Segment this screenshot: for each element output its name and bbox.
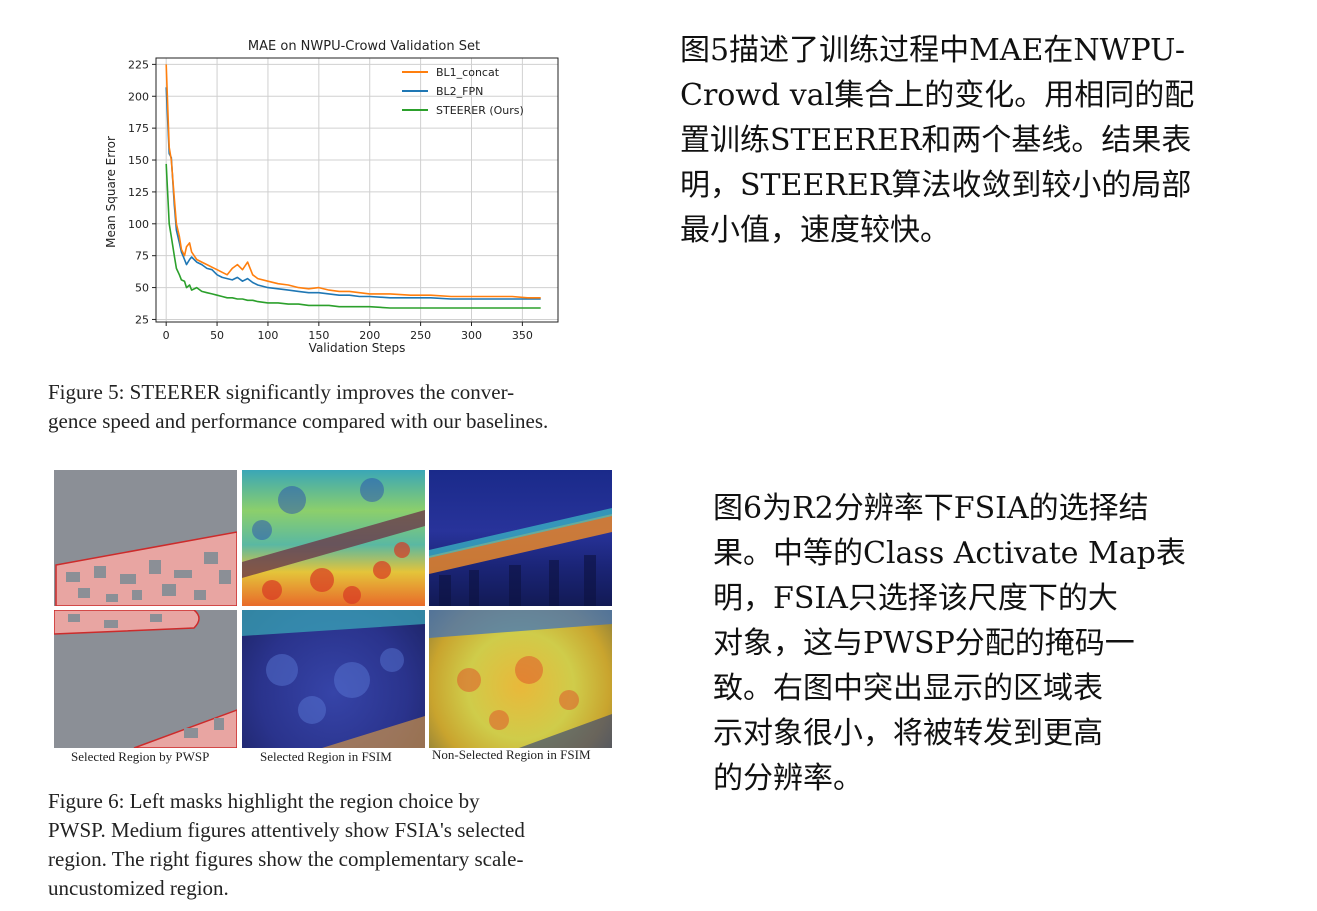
figure-6-caption: Figure 6: Left masks highlight the regio… <box>48 787 618 903</box>
zh-line: 明，FSIA只选择该尺度下的大 <box>713 581 1118 616</box>
plot-area <box>155 57 559 323</box>
pwsp-mask-bottom <box>54 610 237 748</box>
y-tick-label: 125 <box>128 186 149 199</box>
legend-label: BL2_FPN <box>436 85 483 98</box>
y-tick-label: 100 <box>128 218 149 231</box>
zh-paragraph-figure-5: 图5描述了训练过程中MAE在NWPU- Crowd val集合上的变化。用相同的… <box>680 28 1194 253</box>
x-tick-label: 150 <box>308 329 329 342</box>
label-non-selected-region-fsim: Non-Selected Region in FSIM <box>432 747 591 762</box>
fsim-non-selected-heatmap-bottom <box>429 610 612 748</box>
chart-title: MAE on NWPU-Crowd Validation Set <box>248 39 480 54</box>
caption-line: gence speed and performance compared wit… <box>48 409 549 433</box>
zh-paragraph-figure-6: 图6为R2分辨率下FSIA的选择结 果。中等的Class Activate Ma… <box>713 486 1186 801</box>
zh-line: 置训练STEERER和两个基线。结果表 <box>680 123 1192 158</box>
series-line-bl1-concat <box>165 64 541 299</box>
x-tick-label: 300 <box>461 329 482 342</box>
y-axis: 25 50 75 100 125 150 175 200 225 <box>128 58 156 326</box>
x-tick-label: 100 <box>257 329 278 342</box>
y-tick-label: 200 <box>128 90 149 103</box>
caption-line: uncustomized region. <box>48 876 229 900</box>
y-tick-label: 50 <box>135 282 149 295</box>
y-tick-label: 225 <box>128 58 149 71</box>
mae-line-chart: MAE on NWPU-Crowd Validation Set 25 50 75 1… <box>104 39 559 355</box>
fsim-selected-heatmap-top <box>242 470 425 606</box>
y-tick-label: 25 <box>135 313 149 326</box>
zh-line: 果。中等的Class Activate Map表 <box>713 536 1186 571</box>
chart-series <box>165 64 541 309</box>
zh-line: Crowd val集合上的变化。用相同的配 <box>680 78 1195 113</box>
x-axis-label: Validation Steps <box>309 341 406 355</box>
zh-line: 示对象很小，将被转发到更高 <box>713 716 1103 751</box>
figure-6-image-grid <box>54 470 612 748</box>
fsim-non-selected-heatmap-top <box>429 470 612 606</box>
series-line-bl2-fpn <box>165 87 541 300</box>
zh-line: 的分辨率。 <box>713 761 863 796</box>
chart-legend: BL1_concat BL2_FPN STEERER (Ours) <box>402 66 524 117</box>
label-selected-region-fsim: Selected Region in FSIM <box>260 749 392 764</box>
x-tick-label: 350 <box>512 329 533 342</box>
y-tick-label: 75 <box>135 250 149 263</box>
y-tick-label: 175 <box>128 122 149 135</box>
caption-line: PWSP. Medium figures attentively show FS… <box>48 818 525 842</box>
fsim-selected-heatmap-bottom <box>242 610 425 748</box>
pwsp-mask-top <box>54 470 237 606</box>
y-tick-label: 150 <box>128 154 149 167</box>
x-tick-label: 250 <box>410 329 431 342</box>
chart-grid <box>156 58 558 322</box>
zh-line: 对象，这与PWSP分配的掩码一 <box>713 626 1135 661</box>
label-selected-region-pwsp: Selected Region by PWSP <box>71 749 210 764</box>
x-tick-label: 50 <box>210 329 224 342</box>
zh-line: 图6为R2分辨率下FSIA的选择结 <box>713 491 1149 526</box>
legend-label: BL1_concat <box>436 66 500 79</box>
series-line-steerer-ours <box>165 163 541 309</box>
zh-line: 图5描述了训练过程中MAE在NWPU- <box>680 33 1186 68</box>
legend-label: STEERER (Ours) <box>436 104 524 117</box>
figure-5-caption: Figure 5: STEERER significantly improves… <box>48 378 618 436</box>
y-axis-label: Mean Square Error <box>104 136 118 248</box>
x-tick-label: 0 <box>163 329 170 342</box>
x-axis: 0 50 100 150 200 250 300 350 <box>163 322 533 342</box>
x-tick-label: 200 <box>359 329 380 342</box>
zh-line: 最小值，速度较快。 <box>680 213 950 248</box>
caption-line: Figure 5: STEERER significantly improves… <box>48 380 515 404</box>
zh-line: 明，STEERER算法收敛到较小的局部 <box>680 168 1192 203</box>
caption-line: region. The right figures show the compl… <box>48 847 524 871</box>
caption-line: Figure 6: Left masks highlight the regio… <box>48 789 480 813</box>
zh-line: 致。右图中突出显示的区域表 <box>713 671 1103 706</box>
